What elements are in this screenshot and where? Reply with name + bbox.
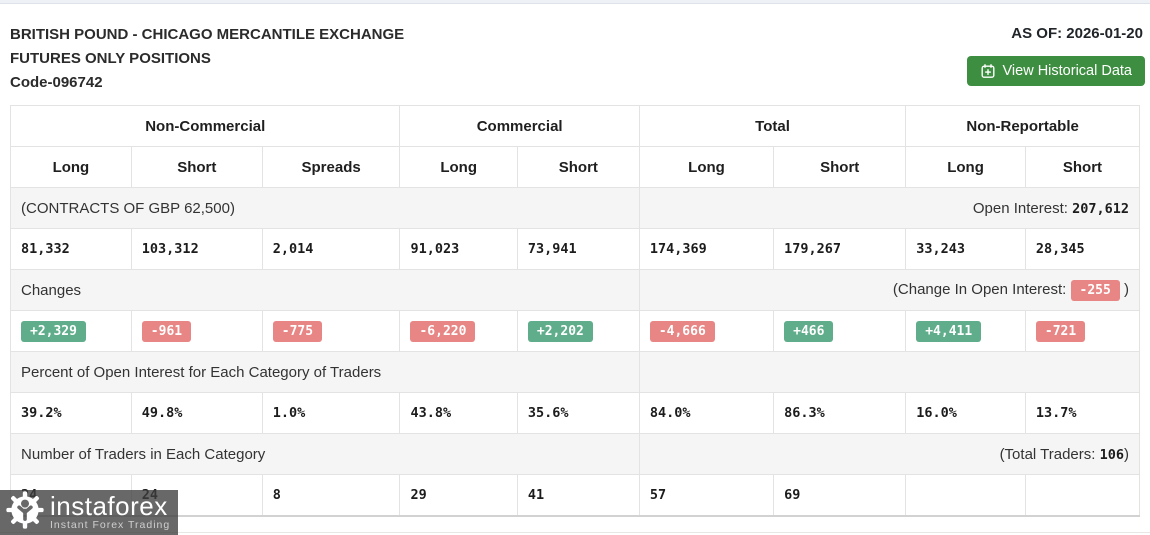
- watermark-tagline: Instant Forex Trading: [50, 519, 171, 531]
- position-value: 33,243: [905, 228, 1026, 270]
- position-value: 73,941: [516, 228, 640, 270]
- position-value: 81,332: [10, 228, 132, 270]
- position-value: 2,014: [261, 228, 401, 270]
- watermark-brand: instaforex: [50, 491, 168, 521]
- instaforex-gear-person-logo-icon: [5, 490, 45, 535]
- percent-value: 1.0%: [261, 392, 401, 434]
- percent-value: 39.2%: [10, 392, 132, 434]
- position-value: 179,267: [773, 228, 907, 270]
- percent-value: 49.8%: [130, 392, 263, 434]
- contracts-row: (CONTRACTS OF GBP 62,500) Open Interest:…: [10, 187, 1141, 229]
- change-cell: -961: [130, 310, 263, 352]
- percent-value: 16.0%: [905, 392, 1026, 434]
- column-header: Spreads: [261, 146, 401, 188]
- percent-header-empty-cell: [638, 351, 1141, 393]
- total-traders-prefix: (Total Traders:: [999, 445, 1100, 463]
- open-interest-label: Open Interest:: [972, 199, 1073, 217]
- percent-value: 86.3%: [773, 392, 907, 434]
- change-cell: -6,220: [399, 310, 518, 352]
- traders-value: 69: [773, 474, 907, 516]
- column-header: Short: [516, 146, 640, 188]
- change-value-badge: +2,202: [527, 320, 593, 342]
- change-cell: +466: [773, 310, 907, 352]
- change-cell: +4,411: [905, 310, 1026, 352]
- traders-label: Number of Traders in Each Category: [10, 433, 640, 475]
- percent-header-row: Percent of Open Interest for Each Catego…: [10, 351, 1141, 393]
- group-header-non-reportable: Non-Reportable: [905, 105, 1140, 147]
- change-value-badge: -6,220: [410, 320, 476, 342]
- percent-value: 13.7%: [1024, 392, 1141, 434]
- group-header-non-commercial: Non-Commercial: [9, 105, 401, 147]
- changes-label: Changes: [10, 269, 640, 311]
- watermark-text: instaforex Instant Forex Trading: [50, 491, 171, 531]
- change-open-interest-cell: (Change In Open Interest: -255 ): [638, 269, 1141, 311]
- traders-value: 29: [399, 474, 518, 516]
- change-cell: -775: [261, 310, 401, 352]
- total-traders-suffix: ): [1124, 445, 1129, 463]
- report-header: BRITISH POUND - CHICAGO MERCANTILE EXCHA…: [10, 23, 404, 95]
- position-value: 91,023: [399, 228, 518, 270]
- open-interest-cell: Open Interest: 207,612: [638, 187, 1141, 229]
- column-header: Long: [638, 146, 775, 188]
- top-strip: [0, 0, 1150, 4]
- traders-value: [905, 474, 1026, 516]
- total-traders-cell: (Total Traders: 106): [638, 433, 1141, 475]
- as-of-date: AS OF: 2026-01-20: [1011, 25, 1143, 42]
- group-header-commercial: Commercial: [399, 105, 640, 147]
- column-header-row: Long Short Spreads Long Short Long Short…: [10, 146, 1141, 188]
- cot-table: Non-Commercial Commercial Total Non-Repo…: [9, 105, 1141, 517]
- percent-row: 39.2% 49.8% 1.0% 43.8% 35.6% 84.0% 86.3%…: [10, 392, 1141, 434]
- report-title: BRITISH POUND - CHICAGO MERCANTILE EXCHA…: [10, 26, 405, 43]
- traders-value: 8: [261, 474, 401, 516]
- view-historical-data-label: View Historical Data: [1002, 63, 1132, 79]
- change-cell: +2,329: [10, 310, 132, 352]
- column-header: Long: [905, 146, 1026, 188]
- change-cell: +2,202: [516, 310, 640, 352]
- contracts-label: (CONTRACTS OF GBP 62,500): [10, 187, 640, 229]
- bottom-divider: [0, 532, 1150, 533]
- percent-value: 35.6%: [516, 392, 640, 434]
- traders-value: 57: [638, 474, 775, 516]
- traders-row: 24 24 8 29 41 57 69: [10, 474, 1141, 516]
- column-header: Short: [130, 146, 263, 188]
- change-value-badge: +466: [784, 320, 834, 342]
- change-oi-prefix: (Change In Open Interest:: [892, 280, 1071, 298]
- traders-value: 41: [516, 474, 640, 516]
- view-historical-data-button[interactable]: View Historical Data: [966, 56, 1145, 86]
- calendar-plus-icon: [980, 63, 996, 79]
- open-interest-value: 207,612: [1072, 200, 1129, 217]
- traders-value: [1024, 474, 1141, 516]
- change-value-badge: +2,329: [21, 320, 86, 342]
- report-subtitle: FUTURES ONLY POSITIONS: [10, 50, 211, 67]
- group-header-total: Total: [638, 105, 907, 147]
- change-value-badge: -721: [1035, 320, 1086, 342]
- percent-value: 84.0%: [638, 392, 775, 434]
- change-cell: -721: [1024, 310, 1141, 352]
- change-value-badge: -4,666: [649, 320, 715, 342]
- total-traders-value: 106: [1099, 446, 1124, 463]
- column-header: Long: [399, 146, 518, 188]
- report-code: Code-096742: [10, 74, 103, 91]
- column-header: Long: [10, 146, 132, 188]
- positions-row: 81,332 103,312 2,014 91,023 73,941 174,3…: [10, 228, 1141, 270]
- position-value: 103,312: [130, 228, 263, 270]
- column-header: Short: [773, 146, 907, 188]
- percent-label: Percent of Open Interest for Each Catego…: [10, 351, 640, 393]
- instaforex-watermark: instaforex Instant Forex Trading: [0, 490, 178, 535]
- traders-header-row: Number of Traders in Each Category (Tota…: [10, 433, 1141, 475]
- change-cell: -4,666: [638, 310, 775, 352]
- change-oi-badge: -255: [1070, 279, 1120, 301]
- change-oi-suffix: ): [1119, 280, 1129, 298]
- column-header: Short: [1024, 146, 1141, 188]
- position-value: 28,345: [1024, 228, 1141, 270]
- change-value-badge: -961: [141, 320, 192, 342]
- position-value: 174,369: [638, 228, 775, 270]
- change-value-badge: -775: [272, 320, 323, 342]
- changes-header-row: Changes (Change In Open Interest: -255 ): [10, 269, 1141, 311]
- changes-row: +2,329 -961 -775 -6,220 +2,202 -4,666 +4…: [10, 310, 1141, 352]
- percent-value: 43.8%: [399, 392, 518, 434]
- group-header-row: Non-Commercial Commercial Total Non-Repo…: [9, 105, 1140, 147]
- change-value-badge: +4,411: [916, 320, 982, 342]
